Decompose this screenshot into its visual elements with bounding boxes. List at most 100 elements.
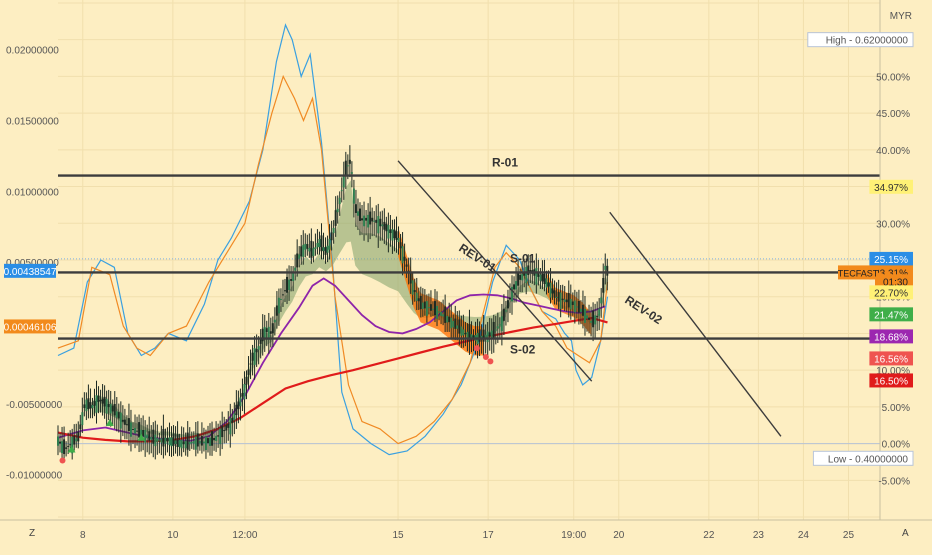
price-bar-body (332, 227, 335, 234)
price-bar-body (508, 298, 511, 300)
price-bar-body (164, 437, 167, 444)
price-bar-body (123, 419, 126, 425)
price-bar-body (344, 160, 347, 177)
price-bar-body (225, 425, 228, 431)
price-bar-body (113, 403, 116, 416)
price-bar-body (433, 301, 436, 316)
price-bar-body (594, 315, 597, 325)
price-bar-body (356, 211, 359, 216)
price-bar-body (209, 437, 212, 446)
price-bar-body (334, 210, 337, 226)
price-bar-body (379, 218, 382, 227)
price-bar-body (200, 435, 203, 446)
right-axis-tag-label: 18.68% (874, 332, 908, 343)
price-bar-body (436, 305, 439, 319)
price-bar-body (219, 428, 222, 445)
price-bar-body (338, 197, 341, 205)
sell-signal-marker-2 (482, 353, 489, 360)
price-bar-body (211, 431, 214, 446)
left-axis-tick-label: 0.00500000 (6, 258, 59, 269)
price-bar-body (154, 434, 157, 447)
price-bar-body (350, 172, 353, 174)
auto-scale-button[interactable]: A (902, 528, 909, 539)
price-bar-body (59, 441, 62, 444)
price-bar-body (318, 238, 321, 248)
price-bar-body (450, 317, 453, 329)
price-bar-body (342, 176, 345, 188)
price-bar-body (294, 267, 297, 271)
right-axis-tag (812, 450, 914, 466)
price-bar-body (494, 329, 497, 331)
price-bar-body (243, 383, 246, 400)
price-bar-body (192, 440, 195, 444)
x-axis-tick-label: 10 (167, 530, 179, 541)
price-bar-body (57, 436, 59, 446)
price-bar-body (103, 396, 106, 407)
time-zone-button[interactable]: Z (29, 528, 36, 539)
price-bar-body (581, 304, 584, 316)
right-axis-tag (869, 373, 913, 388)
price-bar-body (81, 412, 84, 426)
price-bar-body (567, 293, 570, 308)
price-bar-body (365, 217, 368, 221)
price-bar-body (237, 401, 240, 410)
price-bar-body (184, 440, 187, 449)
price-bar-body (547, 282, 550, 287)
price-bar-body (470, 334, 473, 339)
price-bar-body (312, 248, 315, 257)
price-bar-body (97, 395, 100, 402)
left-axis-tick-label: -0.00500000 (6, 400, 63, 411)
price-bar-body (385, 223, 388, 232)
price-bar-body (85, 399, 88, 412)
price-bar-body (286, 276, 289, 293)
x-axis-tick-label: 20 (613, 530, 625, 541)
trendline-label-rev-02: REV-02 (622, 293, 665, 327)
right-axis-tick-label: 5.00% (882, 403, 910, 414)
buy-signal-marker-0 (67, 445, 76, 453)
price-bar-body (190, 441, 193, 443)
price-bar-body (140, 429, 143, 438)
price-bar-body (235, 404, 238, 416)
price-bar-body (559, 292, 562, 310)
price-bar-body (261, 328, 264, 342)
right-axis-tag (869, 307, 913, 322)
price-bar-body (231, 417, 234, 423)
price-bar-body (415, 292, 418, 301)
price-bar-body (67, 445, 70, 447)
price-bar-body (375, 219, 378, 223)
price-bar-body (539, 274, 542, 281)
price-bar-body (438, 311, 441, 313)
price-bar-body (498, 324, 501, 326)
price-bar-body (417, 298, 420, 302)
price-bar-body (178, 439, 181, 447)
price-bar-body (446, 315, 449, 323)
price-bar-body (257, 346, 260, 350)
price-bar-body (233, 413, 236, 421)
price-bar-body (419, 295, 422, 310)
price-bar-body (602, 277, 605, 293)
price-bar-body (117, 412, 120, 419)
price-bar-body (488, 332, 491, 336)
price-bar-body (521, 273, 524, 281)
symbol-badge-label: TECFAST (838, 268, 879, 278)
price-bar-body (431, 308, 434, 310)
price-bar-body (444, 306, 447, 323)
price-bar-body (395, 231, 398, 240)
price-bar-body (298, 254, 301, 259)
price-bar-body (253, 347, 256, 366)
price-bar-body (255, 349, 258, 353)
price-bar-body (121, 419, 124, 422)
price-bar-body (381, 224, 384, 227)
price-bar-body (111, 405, 114, 412)
buy-signal-marker-2 (137, 433, 146, 441)
price-bar-body (168, 437, 171, 446)
price-bar-body (354, 204, 357, 213)
price-bar-body (127, 418, 130, 432)
price-bar-body (304, 243, 307, 250)
price-bar-body (83, 404, 86, 409)
price-bar-body (472, 335, 475, 338)
price-bar-body (215, 435, 218, 441)
x-axis-tick-label: 25 (843, 530, 855, 541)
